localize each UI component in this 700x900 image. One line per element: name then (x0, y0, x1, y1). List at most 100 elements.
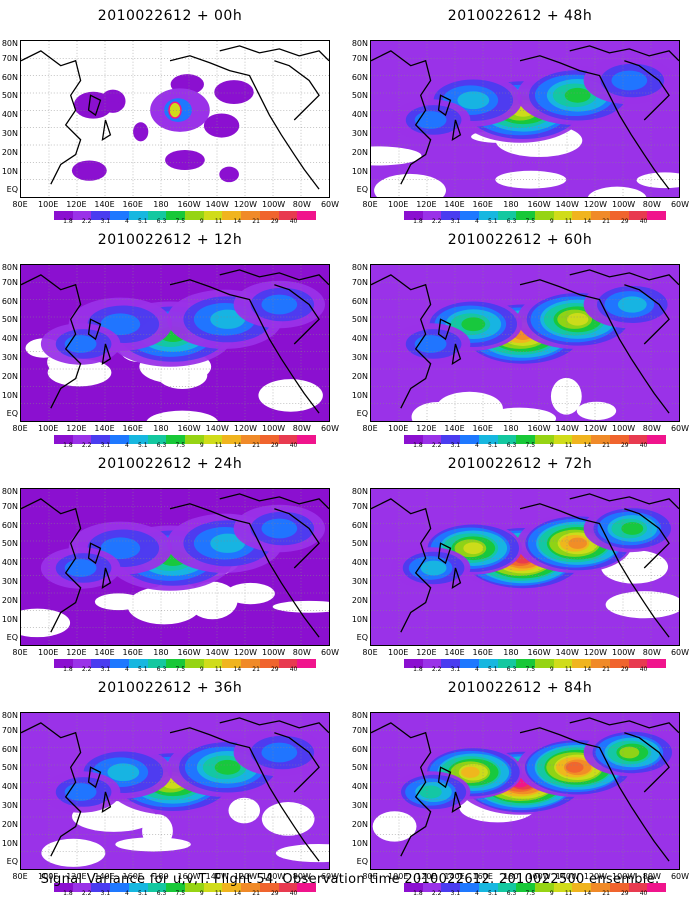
latitude-tick-label: 70N (1, 725, 18, 735)
longitude-tick-label: 180 (503, 200, 519, 209)
colorbar-swatch (609, 435, 629, 444)
variance-contour (100, 537, 141, 560)
colorbar-swatch (404, 883, 423, 892)
longitude-tick-label: 80W (292, 200, 311, 209)
colorbar-label: 29 (620, 442, 629, 449)
longitude-tick-label: 100E (38, 424, 59, 433)
variance-contour (617, 296, 647, 313)
map-plot (370, 488, 680, 646)
colorbar-swatch (422, 883, 442, 892)
latitude-tick-label: EQ (6, 633, 18, 643)
longitude-tick-label: 80E (12, 200, 28, 209)
latitude-tick-label: 60N (1, 296, 18, 306)
colorbar-swatch (72, 211, 92, 220)
longitude-tick-label: 180 (153, 872, 169, 881)
colorbar-label: 3.1 (100, 218, 111, 225)
latitude-tick-label: 40N (1, 110, 18, 120)
longitude-tick-label: 180 (503, 424, 519, 433)
colorbar-label (647, 890, 666, 898)
colorbar-swatch (203, 883, 223, 892)
latitude-tick-label: 20N (1, 819, 18, 829)
colorbar-label: 3.1 (450, 890, 461, 897)
coastline (21, 45, 329, 190)
colorbar-label: 1.8 (413, 890, 423, 897)
colorbar-swatch (297, 883, 317, 892)
longitude-tick-label: 100W (612, 872, 636, 881)
colorbar-label: 40 (639, 890, 648, 897)
colorbar-swatch (72, 883, 92, 892)
longitude-tick-label: 80E (362, 200, 378, 209)
latitude-tick-label: 70N (1, 277, 18, 287)
longitude-tick-label: 140W (555, 648, 579, 657)
longitude-tick-label: 160W (177, 424, 201, 433)
longitude-tick-label: 160E (122, 424, 143, 433)
coastline (371, 45, 679, 190)
colorbar-swatch (628, 883, 648, 892)
panel-title: 2010022612 + 12h (97, 232, 243, 248)
colorbar-swatch (278, 883, 298, 892)
latitude-tick-label: 20N (1, 371, 18, 381)
colorbar-label: 6.3 (506, 890, 517, 897)
colorbar-label: 1.8 (413, 666, 423, 673)
colorbar-label: 21 (602, 218, 610, 225)
longitude-tick-label: 160W (527, 424, 551, 433)
colorbar-label (297, 666, 316, 674)
longitude-tick-label: 120E (66, 648, 87, 657)
colorbar-swatch (497, 659, 517, 668)
colorbar-label: 2.2 (431, 666, 442, 673)
colorbar-swatch (147, 883, 167, 892)
colorbar-swatch (54, 659, 73, 668)
longitude-tick-label: 160W (527, 872, 551, 881)
colorbar-label: 5.1 (488, 218, 498, 225)
colorbar-label: 21 (602, 890, 610, 897)
longitude-tick-label: 60W (670, 200, 690, 209)
colorbar-label: 14 (583, 666, 592, 673)
colorbar-swatch (404, 211, 423, 220)
colorbar-label: 21 (602, 666, 610, 673)
colorbar-swatch (591, 435, 610, 444)
colorbar-swatch (478, 435, 498, 444)
latitude-tick-label: 10N (1, 838, 18, 848)
no-signal-region (272, 600, 329, 613)
longitude-tick-label: 80W (642, 424, 661, 433)
colorbar-labels: 1.8 2.2 3.1 4 5.1 6.3 7.5 9 11 14 21 29 40 (404, 442, 666, 450)
map-panel: 2010022612 + 12h 80N 70N 60N 50N 40N 30N 20N 10N… (0, 232, 340, 452)
longitude-axis: 80E 100E 120E 140E 160E 180 160W 140W 120W 100W 80… (12, 200, 339, 210)
colorbar-swatch (647, 883, 667, 892)
colorbar-label: 3.1 (450, 666, 461, 673)
no-signal-region (495, 170, 567, 189)
colorbar-label: 5.1 (138, 666, 148, 673)
coastline (21, 493, 329, 638)
colorbar-swatch (572, 659, 592, 668)
longitude-tick-label: 100W (262, 200, 286, 209)
latitude-tick-label: 30N (351, 576, 368, 586)
colorbar-label: 21 (252, 218, 260, 225)
longitude-tick-label: 140W (205, 872, 229, 881)
colorbar-swatch (441, 435, 461, 444)
colorbar-label: 14 (583, 890, 592, 897)
colorbar-swatch (478, 883, 498, 892)
colorbar-swatch (516, 659, 536, 668)
latitude-tick-label: 50N (351, 91, 368, 101)
colorbar-swatch (128, 659, 148, 668)
colorbar-label: 7.5 (525, 890, 536, 897)
latitude-axis: 80N 70N 60N 50N 40N 30N 20N 10N EQ (0, 40, 18, 198)
colorbar (404, 659, 667, 668)
no-signal-region (41, 838, 106, 867)
longitude-tick-label: 100W (612, 424, 636, 433)
variance-peak (168, 101, 182, 119)
latitude-tick-label: 70N (351, 501, 368, 511)
variance-contour (564, 87, 591, 103)
latitude-tick-label: 80N (351, 263, 368, 272)
latitude-tick-label: 50N (1, 763, 18, 773)
colorbar-label: 2.2 (81, 442, 92, 449)
variance-contour (463, 542, 484, 555)
colorbar-label (647, 666, 666, 674)
no-signal-region (187, 581, 238, 620)
longitude-tick-label: 80W (292, 872, 311, 881)
latitude-tick-label: 50N (1, 539, 18, 549)
colorbar-label: 21 (252, 890, 260, 897)
colorbar-labels: 1.8 2.2 3.1 4 5.1 6.3 7.5 9 11 14 21 29 40 (404, 890, 666, 898)
colorbar-label: 40 (289, 890, 298, 897)
map-plot (20, 488, 330, 646)
